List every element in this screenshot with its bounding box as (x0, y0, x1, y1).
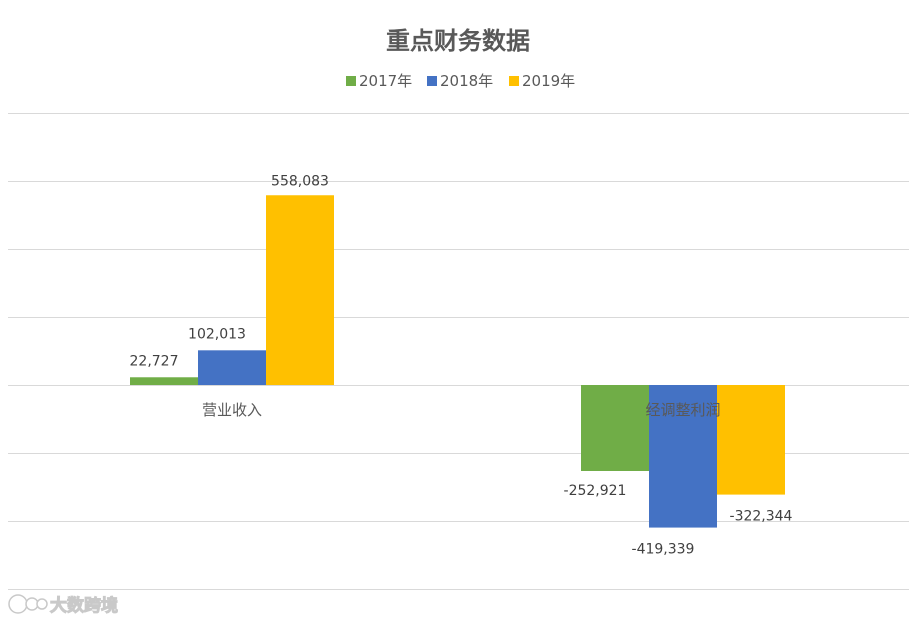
bars (130, 195, 785, 528)
data-label: -252,921 (564, 483, 627, 499)
legend-swatch (427, 76, 437, 86)
legend-swatch (346, 76, 356, 86)
legend-swatch (509, 76, 519, 86)
data-label: 102,013 (188, 326, 246, 342)
data-label: 558,083 (271, 173, 329, 189)
legend-label: 2019年 (522, 72, 575, 90)
bar (266, 195, 334, 385)
category-label: 营业收入 (202, 401, 262, 419)
gridlines (8, 113, 909, 590)
data-labels: 22,727 102,013 558,083 -252,921 -419,339 -322… (130, 173, 793, 557)
bar (717, 385, 785, 495)
data-label: -419,339 (632, 542, 695, 558)
category-labels: 营业收入 经调整利润 (202, 401, 721, 419)
category-label: 经调整利润 (645, 401, 720, 419)
legend: 2017年 2018年 2019年 (346, 72, 575, 90)
chart-title: 重点财务数据 (386, 27, 530, 55)
bar (581, 385, 649, 471)
watermark-text: 大数跨境 (50, 595, 118, 616)
watermark-logo: 大数跨境 (8, 594, 119, 617)
bar (649, 385, 717, 528)
legend-label: 2018年 (440, 72, 493, 90)
data-label: 22,727 (130, 353, 179, 369)
data-label: -322,344 (730, 509, 793, 525)
legend-label: 2017年 (359, 72, 412, 90)
bar (198, 350, 266, 385)
bar (130, 377, 198, 385)
